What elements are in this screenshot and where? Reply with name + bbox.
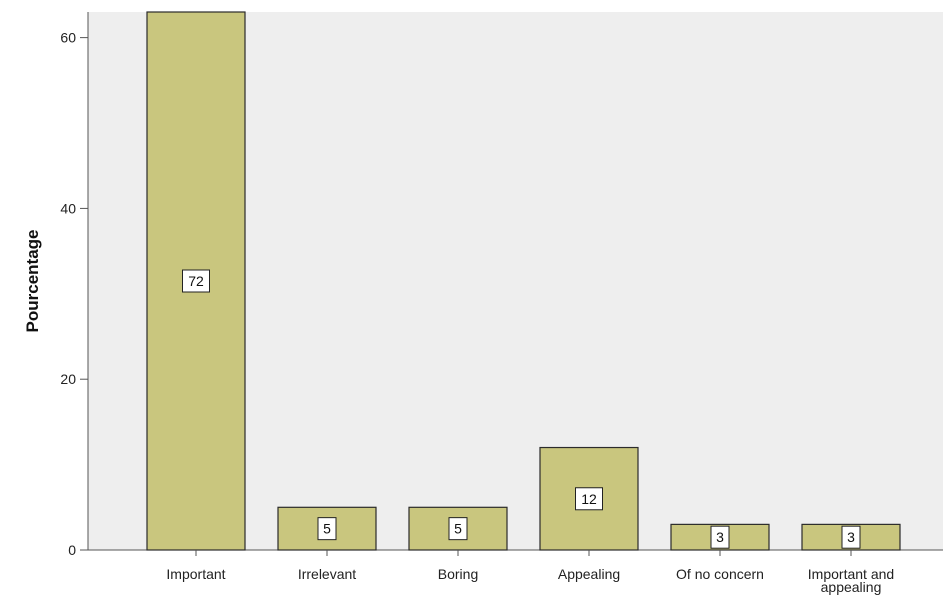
x-tick-label: Important: [166, 566, 225, 582]
x-tick-label: Boring: [438, 566, 478, 582]
data-label: 5: [317, 517, 337, 541]
data-label-box: [182, 269, 210, 293]
x-tick-label: Important and appealing: [808, 566, 894, 595]
data-label-text: 3: [716, 529, 724, 545]
data-label-box: [575, 487, 603, 511]
data-label: 72: [182, 269, 210, 293]
y-axis-ticks: 0 20 40 60: [60, 30, 88, 558]
data-label-text: 12: [581, 491, 597, 507]
bars-group: 72 5 5 12 3 3: [146, 11, 901, 551]
bar: [146, 11, 246, 551]
data-label-box: [317, 517, 337, 541]
data-label: 12: [575, 487, 603, 511]
y-tick-label: 20: [60, 371, 76, 387]
data-label-text: 5: [454, 521, 462, 537]
x-tick-label: Of no concern: [676, 566, 764, 582]
data-label-text: 3: [847, 529, 855, 545]
y-tick-label: 40: [60, 200, 76, 216]
x-axis-labels: Important Irrelevant Boring Appealing Of no …: [166, 550, 894, 595]
x-tick-label: Irrelevant: [298, 566, 356, 582]
y-tick-label: 0: [68, 542, 76, 558]
data-label: 3: [710, 525, 730, 549]
data-label: 3: [841, 525, 861, 549]
y-axis-title: Pourcentage: [23, 230, 42, 333]
x-tick-label: Appealing: [558, 566, 620, 582]
data-label-box: [841, 525, 861, 549]
data-label-box: [710, 525, 730, 549]
data-label: 5: [448, 517, 468, 541]
y-tick-label: 60: [60, 30, 76, 46]
data-label-text: 5: [323, 521, 331, 537]
data-label-box: [448, 517, 468, 541]
data-label-text: 72: [188, 273, 204, 289]
